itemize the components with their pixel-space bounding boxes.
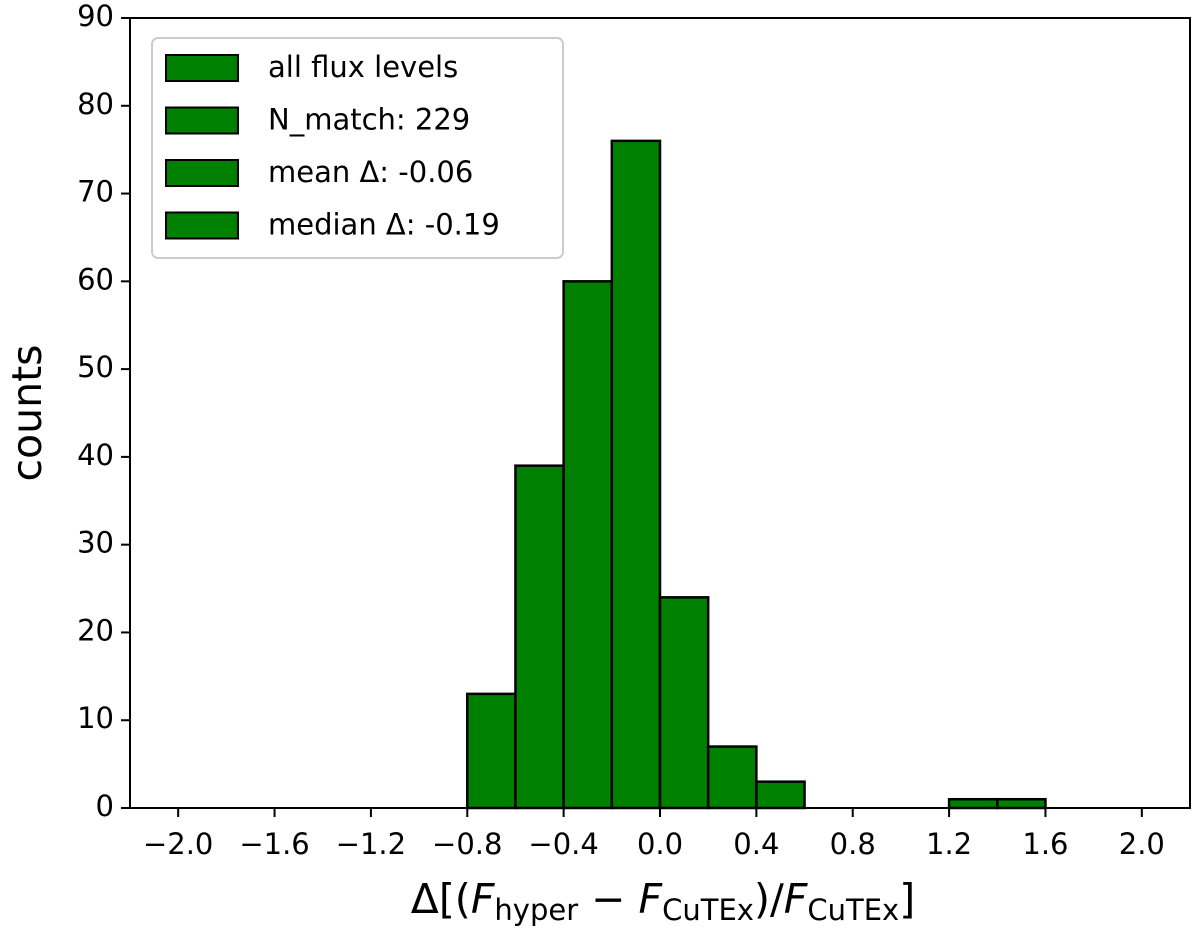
x-axis-label-part: ]: [899, 875, 915, 923]
x-axis-label-part: hyper: [494, 893, 578, 927]
x-axis-label-part: F: [639, 875, 664, 923]
x-tick-label: −2.0: [143, 827, 213, 861]
legend-swatch: [165, 54, 239, 82]
y-tick-label: 80: [77, 87, 114, 121]
x-tick-label: 2.0: [1119, 827, 1165, 861]
x-axis-label: Δ[(Fhyper − FCuTEx)/FCuTEx]: [411, 875, 915, 927]
x-tick-label: −0.8: [432, 827, 502, 861]
histogram-bar: [706, 745, 758, 810]
x-axis-label-part: F: [784, 875, 809, 923]
histogram-bar: [755, 780, 806, 810]
y-tick-label: 60: [77, 262, 114, 296]
x-tick-label: 0.4: [733, 827, 779, 861]
histogram-bar: [562, 280, 614, 810]
x-tick-label: −1.2: [336, 827, 406, 861]
legend-box: [151, 37, 564, 259]
histogram-bar: [466, 692, 517, 810]
y-tick-label: 0: [96, 789, 114, 823]
x-tick-label: −1.6: [239, 827, 309, 861]
y-axis-label: counts: [3, 344, 51, 481]
legend-swatch: [165, 159, 239, 187]
x-axis-label-part: CuTEx: [807, 893, 899, 927]
legend-label: N_match: 229: [268, 103, 470, 137]
histogram-bar: [947, 797, 999, 810]
x-tick-label: 1.2: [926, 827, 972, 861]
x-axis-label-part: −: [578, 875, 638, 923]
x-tick-label: −0.4: [528, 827, 598, 861]
histogram-bar: [996, 797, 1047, 810]
x-tick-label: 1.6: [1022, 827, 1068, 861]
histogram-bar: [610, 139, 662, 810]
x-axis-label-part: CuTEx: [662, 893, 754, 927]
y-tick-label: 70: [77, 175, 114, 209]
x-tick-label: 0.0: [637, 827, 683, 861]
y-tick-label: 40: [77, 438, 114, 472]
histogram-bar: [514, 464, 565, 810]
histogram-bar: [658, 596, 710, 810]
legend-label: mean Δ: -0.06: [268, 155, 473, 189]
x-tick-label: 0.8: [830, 827, 876, 861]
legend-swatch: [165, 106, 239, 135]
y-tick-label: 90: [77, 0, 114, 33]
x-axis-label-part: F: [471, 875, 496, 923]
x-axis-label-part: )/: [754, 875, 784, 923]
y-tick-label: 30: [77, 526, 114, 560]
legend-swatch: [165, 211, 239, 240]
y-tick-label: 50: [77, 350, 114, 384]
legend-label: median Δ: -0.19: [268, 208, 500, 242]
y-tick-label: 20: [77, 613, 114, 647]
legend-label: all flux levels: [268, 50, 458, 84]
y-tick-label: 10: [77, 701, 114, 735]
x-axis-label-part: Δ[(: [411, 875, 471, 923]
